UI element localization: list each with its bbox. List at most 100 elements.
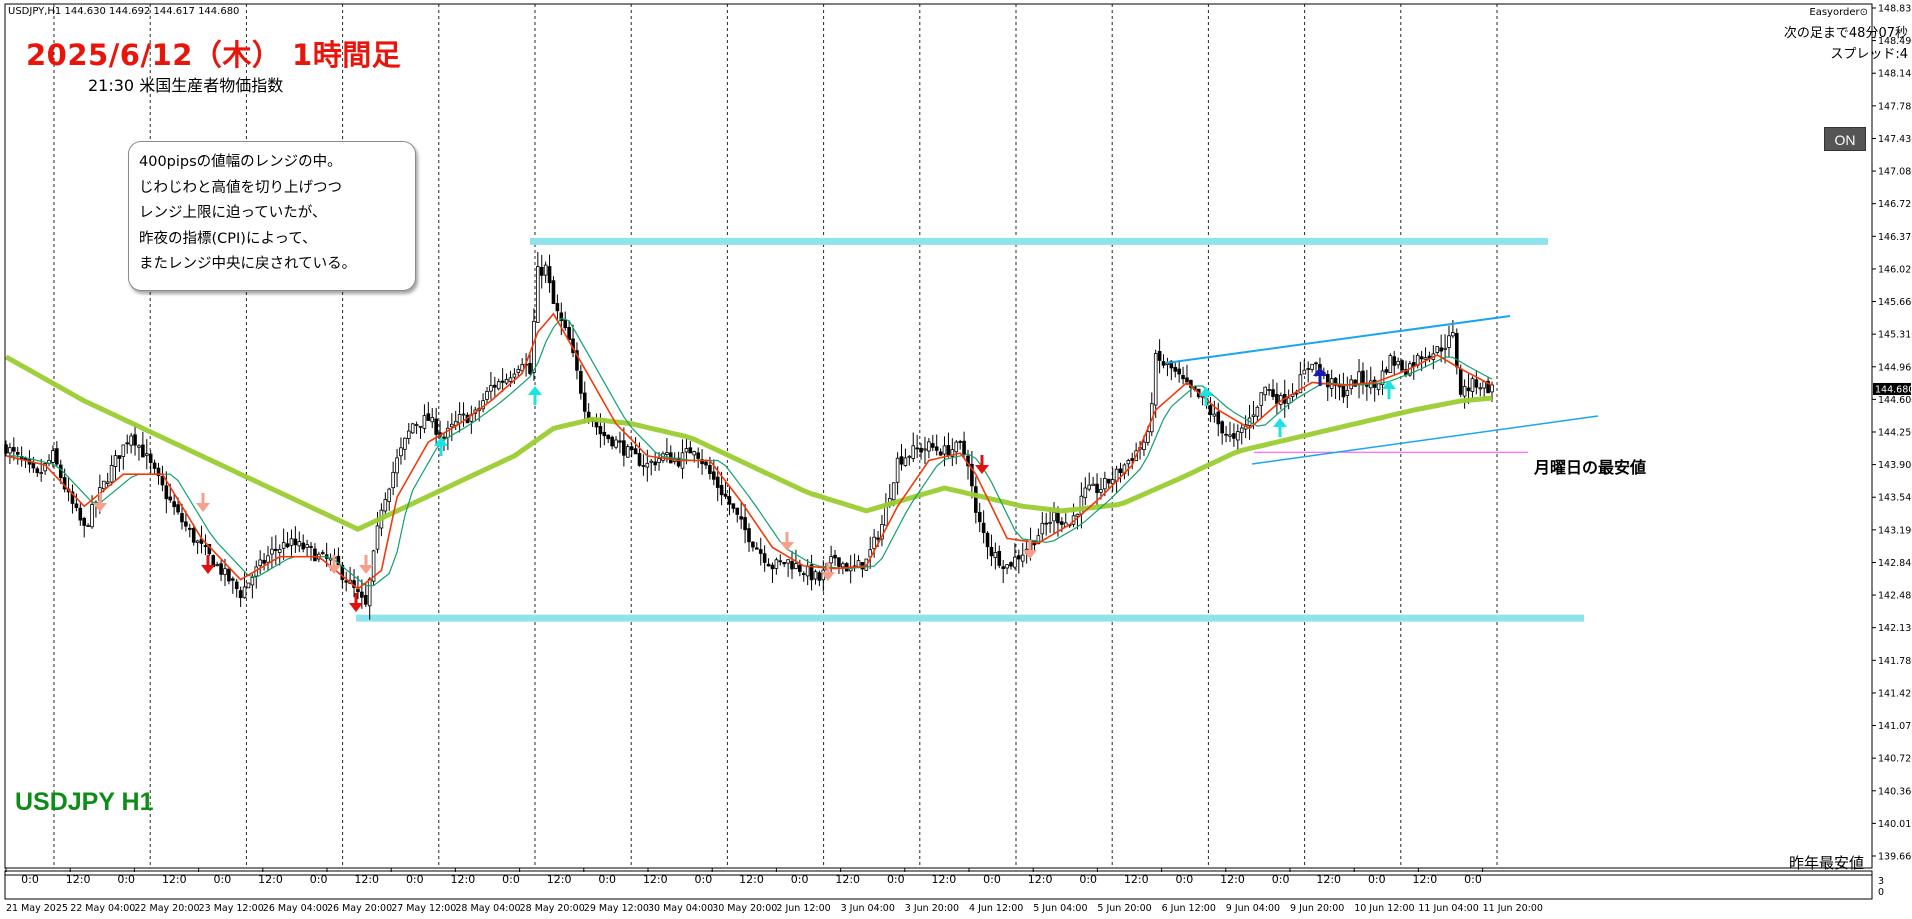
candle-body [1271,389,1275,397]
candle-body [305,544,309,548]
candle-body [719,484,724,496]
buy-arrow [434,437,448,446]
candle-body [144,453,149,456]
candle-body [1161,361,1166,366]
candle-body [500,380,505,383]
hour-label: 0:0 [598,873,616,886]
candle-body [277,548,282,553]
hour-label: 12:0 [1124,873,1149,886]
candle-body [899,456,904,465]
candle-body [622,440,626,456]
candle-body [551,280,556,304]
candle-body [113,455,118,468]
candle-body [187,527,192,530]
hour-label: 12:0 [1028,873,1053,886]
price-tick-label: 141.420 [1878,688,1912,699]
candle-body [172,501,176,508]
buy-arrow [1199,387,1213,396]
candle-body [731,503,736,509]
candle-body [1044,522,1049,525]
candle-body [1306,368,1311,370]
candle-body [1169,360,1174,369]
candle-body [891,482,896,501]
candle-body [1083,487,1088,499]
candle-body [770,564,775,570]
candle-body [1079,495,1084,515]
sell-arrow [93,503,107,512]
candle-body [778,560,783,563]
candle-body [1298,374,1303,394]
channel-lower-line [1251,415,1599,465]
price-tick-label: 141.070 [1878,721,1912,732]
candle-body [426,413,431,421]
candle-body [653,461,657,466]
hour-label: 0:0 [695,873,713,886]
candle-body [1075,513,1080,517]
sell-arrow [821,572,835,581]
price-tick-label: 143.190 [1878,525,1912,536]
candle-body [1208,405,1213,416]
time-label: 29 May 12:00 [584,903,649,914]
candle-body [555,303,560,312]
candle-body [817,572,822,581]
candle-body [391,471,395,489]
candle-body [813,571,818,580]
candle-body [219,563,223,575]
candle-body [1447,335,1451,348]
on-button[interactable]: ON [1824,127,1866,151]
candle-body [809,564,814,581]
candle-body [1435,346,1440,354]
candle-body [395,457,399,474]
candle-body [1310,363,1314,370]
sell-arrow [196,503,210,512]
candle-body [708,465,712,475]
candle-body [1345,390,1350,396]
candle-body [410,423,415,434]
candle-body [133,434,137,446]
candle-body [344,580,349,583]
candle-body [184,521,188,527]
hour-label: 0:0 [983,873,1001,886]
price-tick-label: 148.836 [1878,4,1912,15]
price-tick-label: 145.660 [1878,297,1912,308]
candle-body [872,536,876,549]
time-label: 23 May 12:00 [199,903,264,914]
candle-body [58,464,63,479]
candle-body [528,363,532,374]
candle-body [301,542,305,550]
candle-body [1259,392,1264,406]
candle-body [923,448,927,451]
candle-body [1337,385,1342,388]
candle-body [504,378,509,384]
candle-body [997,551,1002,566]
long-ma-line [4,354,1493,532]
candle-body [829,556,833,564]
candle-body [180,513,184,523]
hour-label: 12:0 [643,873,668,886]
hour-label: 0:0 [310,873,328,886]
price-tick-label: 146.725 [1878,199,1912,210]
candle-body [1400,360,1404,371]
price-tick-label: 144.960 [1878,362,1912,373]
candle-body [970,463,974,487]
candle-body [430,417,435,423]
time-label: 28 May 20:00 [520,903,585,914]
candle-body [1130,458,1135,461]
candle-body [367,578,372,607]
hour-label: 12:0 [258,873,283,886]
candle-body [1466,387,1471,392]
easyorder-label[interactable]: Easyorder⊙ [1809,7,1868,18]
price-tick-label: 142.130 [1878,623,1912,634]
candle-body [547,266,552,284]
hour-label: 0:0 [1176,873,1194,886]
hour-label: 0:0 [887,873,905,886]
candle-body [559,312,564,322]
candle-body [1455,333,1459,368]
sell-arrow [201,565,215,574]
candle-body [223,568,227,576]
candle-body [1013,556,1017,568]
candle-body [78,507,83,521]
candle-body [231,578,235,581]
hour-label: 0:0 [502,873,520,886]
hour-label: 12:0 [451,873,476,886]
